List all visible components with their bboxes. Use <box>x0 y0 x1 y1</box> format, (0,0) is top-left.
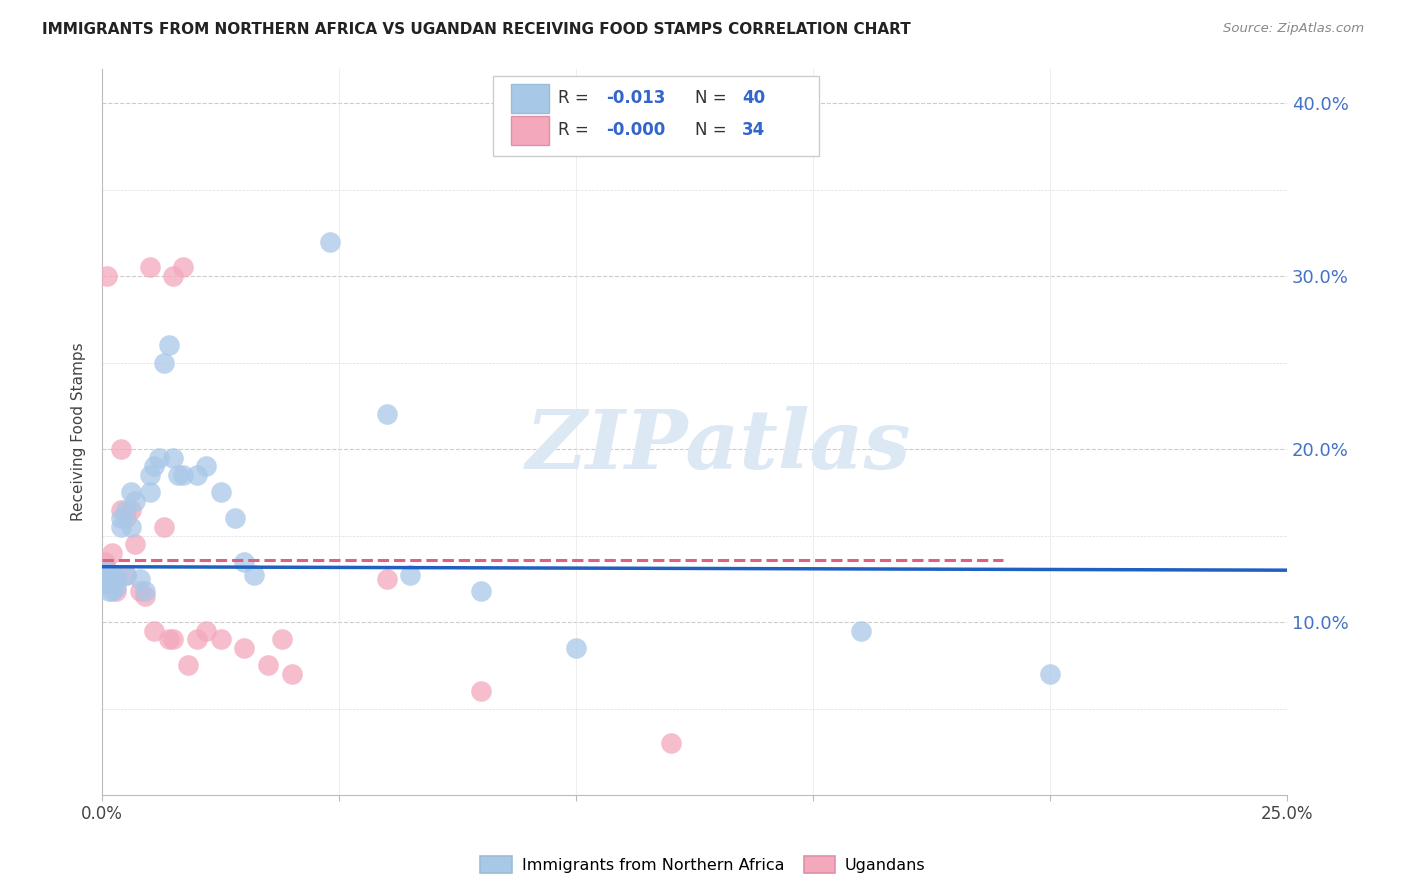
Text: -0.000: -0.000 <box>606 121 665 139</box>
Point <box>195 459 218 474</box>
Point <box>162 632 184 647</box>
Y-axis label: Receiving Food Stamps: Receiving Food Stamps <box>72 343 86 521</box>
Point <box>375 408 398 422</box>
Point <box>565 640 588 655</box>
Point <box>399 568 422 582</box>
Point <box>271 632 294 647</box>
Point <box>186 468 208 483</box>
Text: 40: 40 <box>742 89 765 107</box>
Point <box>98 583 121 598</box>
Point <box>209 485 232 500</box>
Point <box>115 511 138 525</box>
Point <box>138 485 160 500</box>
Point <box>110 520 132 534</box>
Text: N =: N = <box>695 121 731 139</box>
Point <box>115 568 138 582</box>
Point <box>115 502 138 516</box>
Text: IMMIGRANTS FROM NORTHERN AFRICA VS UGANDAN RECEIVING FOOD STAMPS CORRELATION CHA: IMMIGRANTS FROM NORTHERN AFRICA VS UGAND… <box>42 22 911 37</box>
Point <box>153 520 176 534</box>
Text: R =: R = <box>558 121 595 139</box>
Text: 34: 34 <box>742 121 765 139</box>
Point <box>172 260 194 275</box>
Point <box>124 494 146 508</box>
Point <box>120 485 142 500</box>
FancyBboxPatch shape <box>510 84 548 113</box>
Point <box>233 555 256 569</box>
Point <box>224 511 246 525</box>
Text: R =: R = <box>558 89 595 107</box>
Point <box>100 583 122 598</box>
Point <box>162 450 184 465</box>
Point <box>257 658 280 673</box>
Point <box>120 520 142 534</box>
Point <box>138 468 160 483</box>
Point <box>100 546 122 560</box>
Point <box>96 568 118 582</box>
Point <box>162 269 184 284</box>
Point <box>134 583 156 598</box>
Point <box>105 583 128 598</box>
Point <box>96 269 118 284</box>
Point <box>100 566 122 581</box>
Point <box>134 589 156 603</box>
Point <box>96 563 118 577</box>
Point <box>172 468 194 483</box>
Point <box>143 624 166 638</box>
Point <box>153 355 176 369</box>
Point <box>1039 667 1062 681</box>
Point <box>96 577 118 591</box>
Point <box>281 667 304 681</box>
Point <box>100 568 122 582</box>
Point <box>659 736 682 750</box>
Point <box>849 624 872 638</box>
Point <box>195 624 218 638</box>
Point <box>105 572 128 586</box>
Point <box>470 583 492 598</box>
Point <box>148 450 170 465</box>
Point <box>105 572 128 586</box>
Point <box>470 684 492 698</box>
Point <box>110 511 132 525</box>
Point <box>176 658 198 673</box>
Legend: Immigrants from Northern Africa, Ugandans: Immigrants from Northern Africa, Ugandan… <box>474 849 932 880</box>
Point <box>93 563 115 577</box>
Point <box>233 640 256 655</box>
Point <box>143 459 166 474</box>
Text: N =: N = <box>695 89 731 107</box>
Point <box>157 632 180 647</box>
Point <box>110 502 132 516</box>
Point <box>100 577 122 591</box>
Text: -0.013: -0.013 <box>606 89 665 107</box>
Point <box>167 468 190 483</box>
Point <box>138 260 160 275</box>
Point <box>120 502 142 516</box>
FancyBboxPatch shape <box>494 76 820 156</box>
Point <box>319 235 342 249</box>
Point <box>105 581 128 595</box>
Point <box>124 537 146 551</box>
Point <box>115 568 138 582</box>
Point <box>129 572 152 586</box>
Point <box>243 568 266 582</box>
Point <box>110 442 132 456</box>
Point <box>93 555 115 569</box>
Point <box>186 632 208 647</box>
Point <box>209 632 232 647</box>
Point <box>129 583 152 598</box>
Point <box>375 572 398 586</box>
Point <box>96 575 118 590</box>
Text: Source: ZipAtlas.com: Source: ZipAtlas.com <box>1223 22 1364 36</box>
FancyBboxPatch shape <box>510 116 548 145</box>
Text: ZIPatlas: ZIPatlas <box>526 407 911 486</box>
Point <box>157 338 180 352</box>
